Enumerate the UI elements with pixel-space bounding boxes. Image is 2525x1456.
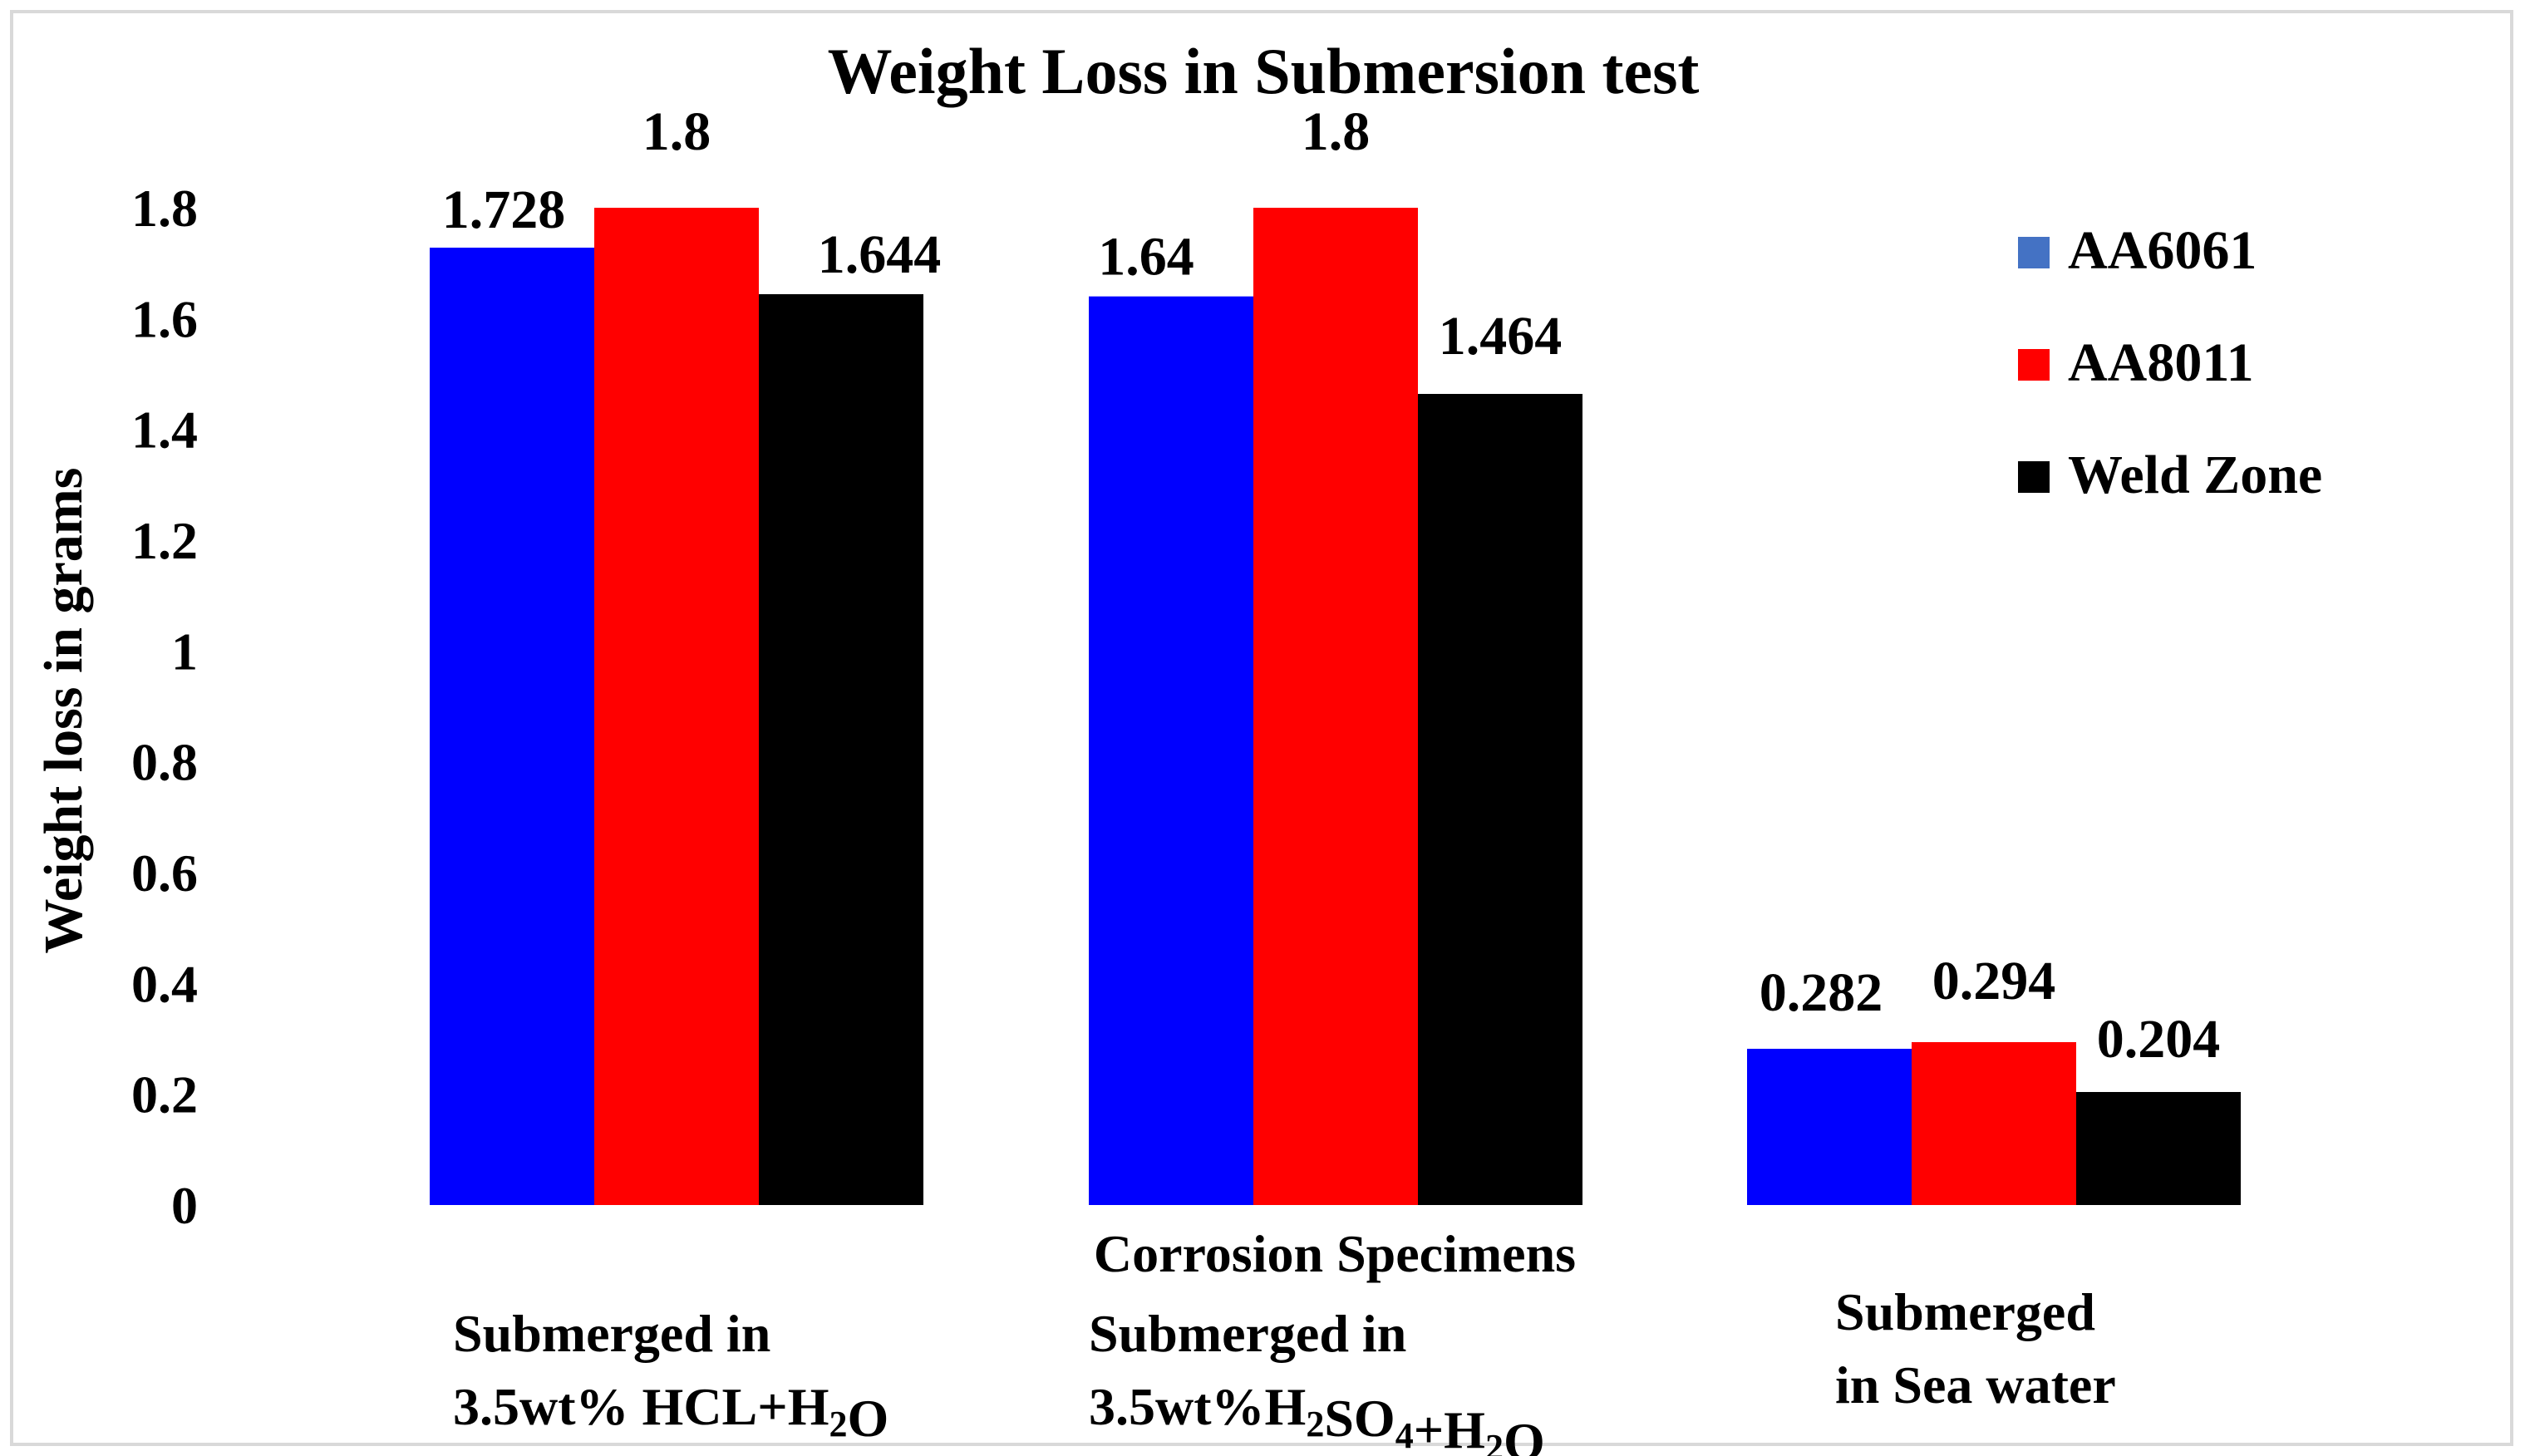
bar-aa8011-1: [1253, 208, 1418, 1205]
data-label: 0.294: [1932, 951, 2056, 1011]
category-label-line1: Submerged: [1835, 1282, 2095, 1341]
category-label-text: O: [847, 1389, 888, 1448]
y-tick-label: 1.2: [131, 511, 198, 570]
bars-group: [430, 208, 2241, 1206]
y-tick-label: 1.8: [131, 179, 198, 238]
category-label-text: 3.5wt%H: [1089, 1377, 1306, 1436]
data-label: 1.8: [642, 101, 711, 162]
legend-swatch-aa6061: [2018, 237, 2050, 268]
category-label-text: SO: [1324, 1389, 1395, 1448]
category-label-line1: Submerged in: [453, 1304, 770, 1363]
data-label: 0.204: [2097, 1009, 2221, 1070]
category-label-line2: in Sea water: [1835, 1355, 2116, 1414]
data-label: 1.464: [1439, 306, 1563, 366]
bar-aa6061-2: [1747, 1049, 1912, 1205]
legend: AA6061 AA8011 Weld Zone: [2018, 220, 2322, 505]
y-tick-label: 1.4: [131, 401, 198, 460]
legend-label: AA6061: [2068, 220, 2257, 281]
category-label-subscript: 2: [1485, 1427, 1504, 1456]
category-label-subscript: 2: [829, 1404, 847, 1444]
bar-aa6061-1: [1089, 296, 1253, 1206]
bar-weld-zone-0: [759, 294, 923, 1205]
category-label-subscript: 2: [1306, 1404, 1324, 1444]
y-tick-label: 0: [171, 1176, 198, 1235]
y-axis-label: Weight loss in grams: [33, 468, 94, 954]
category-label-text: 3.5wt% HCL+H: [453, 1377, 829, 1436]
bar-aa8011-0: [594, 208, 759, 1205]
y-tick-label: 0.8: [131, 733, 198, 792]
bar-aa6061-0: [430, 248, 594, 1205]
legend-swatch-weld-zone: [2018, 461, 2050, 493]
y-tick-label: 0.6: [131, 844, 198, 903]
category-label-line1: Submerged in: [1089, 1304, 1406, 1363]
category-label-line2: 3.5wt%H2SO4+H2O: [1089, 1377, 1545, 1456]
y-tick-label: 0.2: [131, 1065, 198, 1124]
y-tick-label: 1: [171, 622, 198, 681]
data-labels-group: 1.728 1.64 0.282 1.8 1.8 0.294 1.644 1.464 0.204: [442, 101, 2221, 1070]
legend-label: Weld Zone: [2068, 445, 2322, 505]
category-label-subscript: 4: [1395, 1415, 1414, 1456]
y-tick-label: 1.6: [131, 289, 198, 348]
data-label: 1.8: [1302, 101, 1371, 162]
legend-swatch-aa8011: [2018, 349, 2050, 381]
data-label: 1.728: [442, 180, 566, 240]
data-label: 1.64: [1098, 227, 1194, 288]
chart-title: Weight Loss in Submersion test: [828, 35, 1700, 107]
bar-aa8011-2: [1912, 1042, 2076, 1205]
bar-weld-zone-2: [2076, 1092, 2241, 1205]
y-axis-ticks: 0 0.2 0.4 0.6 0.8 1 1.2 1.4 1.6 1.8: [131, 179, 198, 1235]
category-label-text: O: [1504, 1412, 1545, 1456]
category-label-text: in Sea water: [1835, 1355, 2116, 1414]
bar-weld-zone-1: [1418, 394, 1582, 1205]
category-label-line2: 3.5wt% HCL+H2O: [453, 1377, 888, 1448]
legend-label: AA8011: [2068, 332, 2254, 393]
y-tick-label: 0.4: [131, 954, 198, 1013]
category-label-text: +H: [1414, 1400, 1485, 1456]
data-label: 1.644: [818, 224, 942, 285]
x-axis-label: Corrosion Specimens: [1094, 1224, 1576, 1283]
data-label: 0.282: [1760, 962, 1883, 1023]
